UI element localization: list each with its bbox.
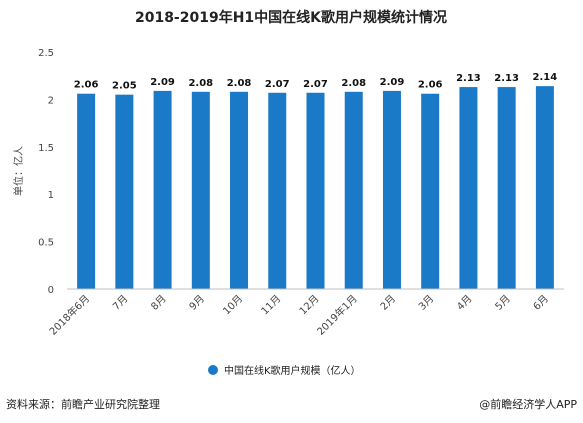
y-tick-label: 2.5 [38, 48, 54, 59]
bar [153, 90, 172, 289]
y-tick-label: 2 [48, 95, 54, 106]
x-tick-label: 10月 [221, 293, 246, 318]
bar [230, 91, 249, 289]
x-tick-label: 2018年6月 [46, 292, 92, 338]
bar [344, 91, 363, 289]
y-tick-label: 1.5 [38, 143, 54, 154]
data-label: 2.08 [341, 78, 366, 89]
data-label: 2.07 [265, 79, 290, 90]
chart-title: 2018-2019年H1中国在线K歌用户规模统计情况 [135, 9, 447, 26]
data-label: 2.08 [188, 78, 213, 89]
x-tick-label: 2月 [378, 293, 398, 313]
x-tick-label: 12月 [297, 293, 322, 318]
x-tick-label: 6月 [531, 293, 551, 313]
bar [382, 90, 401, 289]
y-axis: 0 0.5 1 1.5 2 2.5 [38, 48, 54, 296]
x-tick-label: 8月 [149, 293, 169, 313]
legend-marker [208, 365, 218, 375]
data-label: 2.13 [494, 73, 519, 84]
data-label: 2.05 [112, 81, 137, 92]
data-label: 2.06 [418, 80, 443, 91]
credit-note: @前瞻经济学人APP [479, 398, 577, 411]
data-label: 2.08 [227, 78, 252, 89]
y-axis-label: 单位：亿人 [12, 146, 25, 196]
y-tick-label: 0 [48, 285, 54, 296]
data-label: 2.09 [150, 77, 175, 88]
bar [459, 87, 478, 290]
bar [268, 92, 287, 289]
y-tick-label: 0.5 [38, 238, 54, 249]
data-label: 2.06 [74, 80, 99, 91]
x-tick-label: 7月 [110, 293, 130, 313]
x-tick-label: 11月 [259, 293, 284, 318]
y-tick-label: 1 [48, 190, 54, 201]
data-label: 2.07 [303, 79, 328, 90]
x-tick-label: 4月 [454, 293, 474, 313]
x-tick-label: 9月 [187, 293, 207, 313]
bar [535, 86, 554, 290]
bar [191, 91, 210, 289]
bar-series [77, 86, 554, 290]
data-label: 2.09 [380, 77, 405, 88]
x-tick-label: 2019年1月 [314, 292, 360, 338]
legend: 中国在线K歌用户规模（亿人） [208, 364, 361, 377]
data-label: 2.13 [456, 73, 481, 84]
bar [115, 94, 134, 289]
x-tick-label: 5月 [493, 293, 513, 313]
data-labels: 2.06 2.05 2.09 2.08 2.08 2.07 2.07 2.08 2.09 2.06… [74, 72, 557, 92]
bar [77, 93, 96, 289]
legend-label: 中国在线K歌用户规模（亿人） [224, 364, 361, 377]
bar [306, 92, 325, 289]
source-note: 资料来源：前瞻产业研究院整理 [6, 398, 160, 411]
bar [497, 87, 516, 290]
bar [421, 93, 440, 289]
data-label: 2.14 [533, 72, 558, 83]
x-tick-label: 3月 [416, 293, 436, 313]
